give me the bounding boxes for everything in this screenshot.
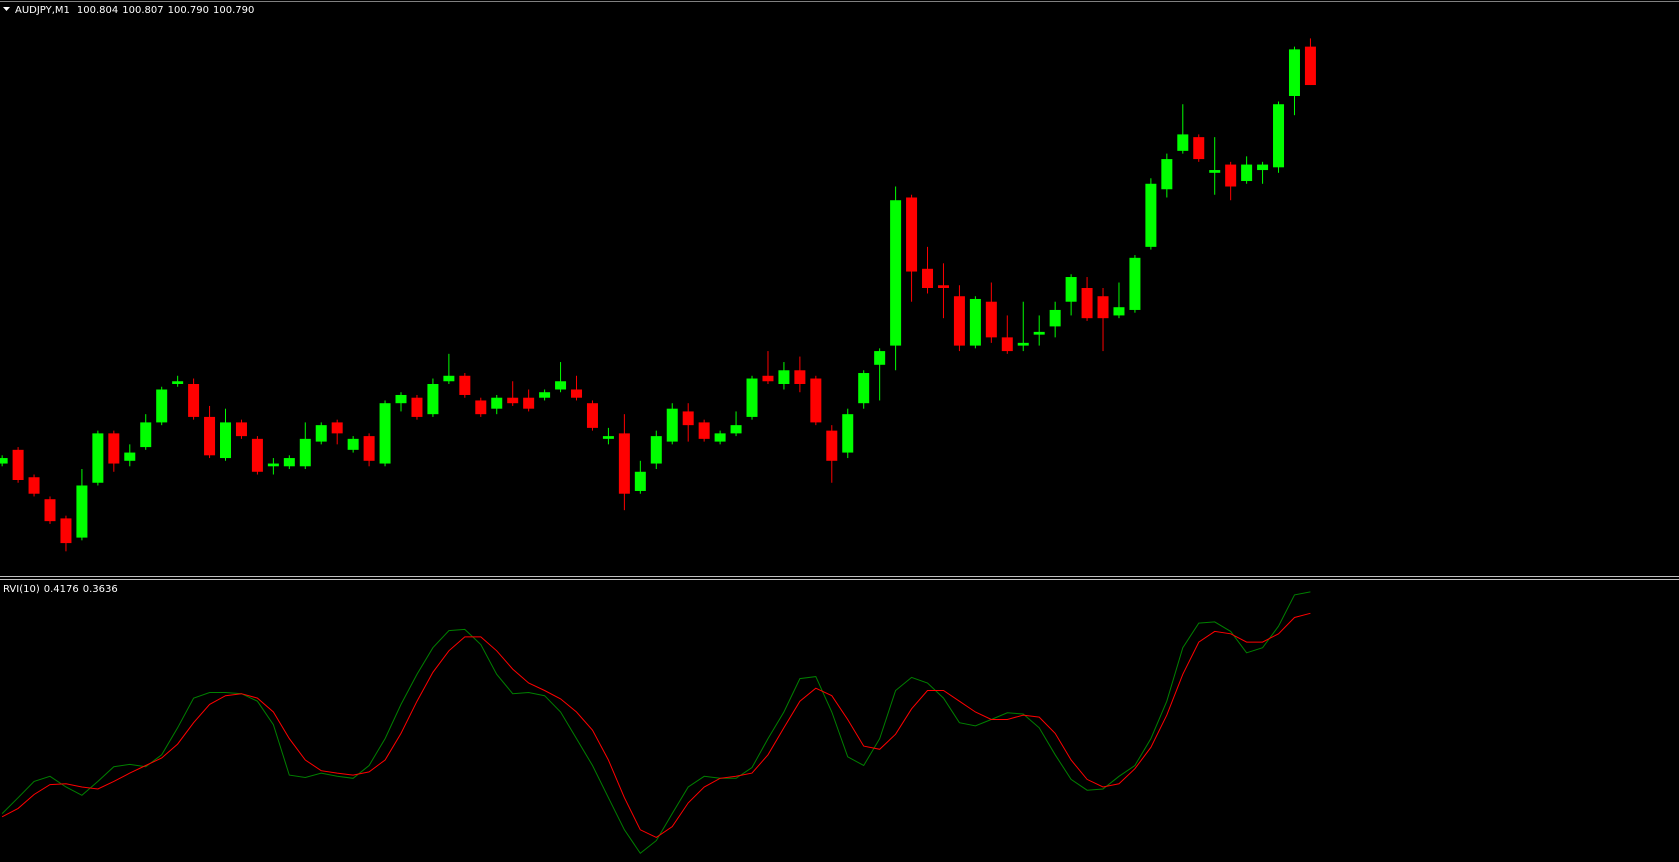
candle-body xyxy=(76,485,88,538)
low-value: 100.790 xyxy=(168,5,209,16)
candle-body xyxy=(666,408,678,442)
candle-body xyxy=(539,392,551,398)
candle-body xyxy=(618,433,630,494)
high-value: 100.807 xyxy=(122,5,163,16)
candle-body xyxy=(937,285,949,288)
candle-body xyxy=(1113,307,1125,316)
candle-body xyxy=(283,458,295,467)
candle-body xyxy=(251,438,263,472)
candle-body xyxy=(235,422,247,437)
candle-body xyxy=(555,381,567,390)
candle-body xyxy=(188,384,200,417)
candle-body xyxy=(204,416,216,456)
candle-body xyxy=(650,436,662,464)
candle-body xyxy=(1193,137,1205,160)
candle-body xyxy=(969,298,981,346)
indicator-line xyxy=(1,591,1311,855)
close-value: 100.790 xyxy=(213,5,254,16)
candle-body xyxy=(1097,296,1109,319)
candle-body xyxy=(411,397,423,417)
symbol: AUDJPY,M1 xyxy=(15,5,70,16)
candle-body xyxy=(906,197,918,272)
candle-body xyxy=(459,375,471,395)
candle-body xyxy=(1081,288,1093,319)
candle-body xyxy=(1241,164,1253,182)
candle-body xyxy=(331,422,343,434)
candle-body xyxy=(347,438,359,450)
candle-body xyxy=(28,477,40,494)
rvi-value: 0.4176 xyxy=(44,584,79,595)
candle-body xyxy=(1145,183,1157,247)
candle-body xyxy=(124,452,136,461)
signal-value: 0.3636 xyxy=(83,584,118,595)
candle-body xyxy=(1177,134,1189,151)
candle-body xyxy=(379,403,391,464)
candle-body xyxy=(427,384,439,415)
indicator-name: RVI(10) xyxy=(3,584,40,595)
candle-body xyxy=(44,499,56,522)
candle-body xyxy=(1161,159,1173,190)
candle-body xyxy=(698,422,710,439)
candle-body xyxy=(602,436,614,439)
open-value: 100.804 xyxy=(77,5,118,16)
indicator-line xyxy=(1,612,1311,838)
candle-body xyxy=(395,394,407,404)
candle-body xyxy=(1001,337,1013,352)
candle-body xyxy=(1049,309,1061,327)
candle-body xyxy=(571,389,583,398)
candle-body xyxy=(1033,331,1045,335)
candle-body xyxy=(491,397,503,409)
candle-body xyxy=(443,375,455,382)
candle-body xyxy=(0,458,8,464)
candle-body xyxy=(890,200,902,346)
candle-body xyxy=(714,433,726,442)
candle-body xyxy=(1257,164,1269,171)
candle-body xyxy=(315,425,327,442)
candle-body xyxy=(874,351,886,365)
candle-body xyxy=(762,375,774,382)
candle-body xyxy=(1288,49,1300,96)
candle-body xyxy=(746,378,758,417)
candle-body xyxy=(778,370,790,384)
candle-body xyxy=(267,463,279,467)
candle-body xyxy=(858,373,870,404)
price-header: AUDJPY,M1 100.804 100.807 100.790 100.790 xyxy=(15,5,254,16)
menu-arrow[interactable] xyxy=(3,7,10,11)
candle-body xyxy=(953,296,965,346)
candle-body xyxy=(826,430,838,461)
candle-body xyxy=(60,518,72,544)
candle-body xyxy=(985,301,997,338)
candle-body xyxy=(363,436,375,461)
candle-body xyxy=(922,268,934,288)
candle-body xyxy=(140,422,152,448)
candle-body xyxy=(1065,277,1077,302)
candle-body xyxy=(1209,170,1221,173)
candle-body xyxy=(156,389,168,423)
candle-body xyxy=(220,422,232,459)
candle-body xyxy=(92,433,104,483)
candle-body xyxy=(1304,46,1316,86)
indicator-header: RVI(10) 0.4176 0.3636 xyxy=(3,584,118,595)
candle-body xyxy=(475,400,487,415)
candle-body xyxy=(794,370,806,384)
candle-body xyxy=(842,414,854,453)
candle-body xyxy=(634,471,646,491)
candle-body xyxy=(1273,104,1285,168)
candle-body xyxy=(507,397,519,404)
candle-body xyxy=(172,381,184,384)
candle-body xyxy=(586,403,598,428)
candle-body xyxy=(810,378,822,423)
candle-body xyxy=(12,449,24,480)
candle-body xyxy=(523,397,535,409)
candle-body xyxy=(1129,257,1141,310)
candle-body xyxy=(682,411,694,426)
candle-body xyxy=(108,433,120,464)
candle-body xyxy=(1017,342,1029,346)
candle-body xyxy=(730,425,742,434)
candle-body xyxy=(299,438,311,467)
candle-body xyxy=(1225,164,1237,187)
